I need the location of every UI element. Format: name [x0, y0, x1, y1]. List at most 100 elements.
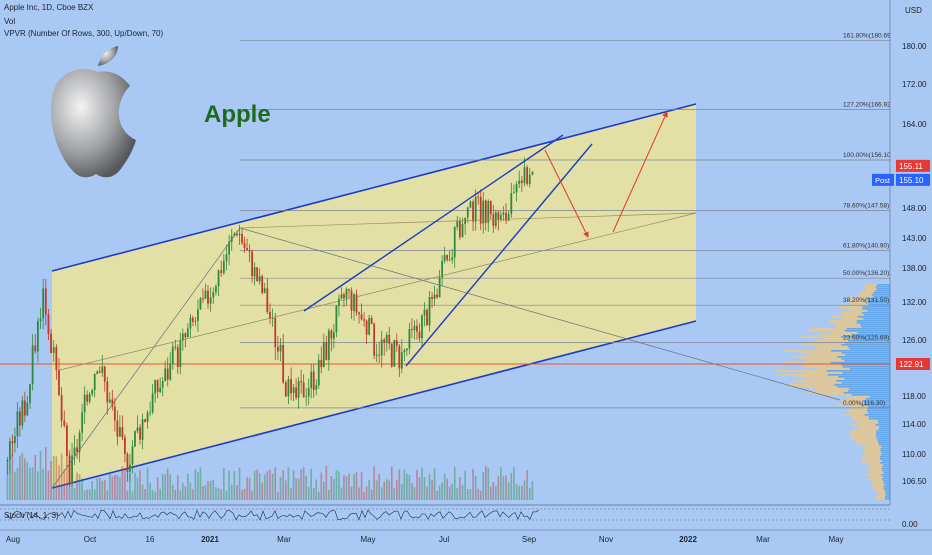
- trend-line: [239, 227, 841, 401]
- candle-body: [363, 319, 365, 321]
- volume-bar: [55, 456, 58, 500]
- volume-bar: [63, 469, 66, 500]
- volume-profile-bar: [864, 414, 890, 416]
- volume-profile-bar: [857, 316, 890, 318]
- volume-profile-bar: [815, 388, 850, 390]
- volume-profile-bar: [802, 352, 842, 354]
- fib-level-label: 78.60%(147.58): [843, 203, 889, 210]
- candle-body: [55, 347, 58, 371]
- candle-body: [358, 312, 360, 315]
- volume-bar: [448, 486, 451, 500]
- candle-body: [388, 334, 391, 344]
- volume-profile-bar: [873, 292, 890, 294]
- volume-profile-bar: [802, 364, 842, 366]
- volume-bar: [343, 475, 345, 500]
- candle-body: [418, 331, 421, 339]
- candle-body: [225, 254, 228, 262]
- candle-body: [108, 399, 111, 403]
- volume-profile-bar: [813, 346, 849, 348]
- volume-profile-bar: [871, 486, 884, 488]
- candle-body: [88, 394, 91, 402]
- volume-profile-bar: [852, 438, 877, 440]
- post-tag-badge: [872, 173, 894, 186]
- volume-profile-bar: [849, 300, 868, 302]
- volume-profile-bar: [856, 320, 890, 322]
- candle-body: [413, 325, 416, 331]
- volume-profile-bar: [875, 490, 885, 492]
- volume-profile-bar: [862, 306, 890, 308]
- last-price-badge: [896, 159, 930, 172]
- volume-profile-bar: [842, 402, 865, 404]
- volume-profile-bar: [807, 360, 845, 362]
- volume-profile-bar: [837, 326, 862, 328]
- volume-bar: [497, 476, 500, 500]
- volume-bar: [406, 473, 408, 500]
- volume-profile-bar: [829, 320, 857, 322]
- volume-bar: [323, 481, 325, 500]
- y-tick-label: 148.00: [902, 204, 927, 213]
- volume-bar: [207, 481, 209, 500]
- volume-profile-bar: [878, 428, 890, 430]
- volume-bar: [307, 486, 310, 500]
- volume-profile-bar: [851, 394, 890, 396]
- candle-body: [261, 276, 264, 293]
- candle-body: [68, 456, 71, 485]
- candle-body: [238, 233, 241, 236]
- volume-bar: [253, 470, 256, 500]
- channel-upper-line: [51, 103, 697, 272]
- volume-bar: [116, 475, 119, 500]
- volume-profile-bar: [846, 328, 890, 330]
- volume-profile-bar: [870, 464, 884, 466]
- candle-body: [507, 213, 510, 221]
- volume-profile-bar: [883, 488, 890, 490]
- volume-bar: [154, 491, 156, 500]
- candle-body: [390, 343, 393, 367]
- volume-profile-bar: [851, 418, 870, 420]
- volume-bar: [426, 486, 428, 500]
- volume-profile-bar: [847, 390, 890, 392]
- candle-body: [151, 393, 154, 413]
- volume-bar: [495, 485, 497, 500]
- candle-body: [310, 371, 313, 389]
- volume-bar: [141, 484, 144, 500]
- volume-profile-bar: [866, 284, 878, 286]
- volume-profile-bar: [856, 422, 879, 424]
- volume-bar: [114, 474, 116, 500]
- volume-bar: [518, 485, 521, 500]
- volume-profile-bar: [849, 388, 890, 390]
- volume-profile-bar: [844, 360, 890, 362]
- volume-bar: [320, 472, 323, 500]
- y-tick-label: 164.00: [902, 120, 927, 129]
- candle-body: [428, 296, 431, 326]
- candle-body: [31, 345, 34, 385]
- candle-body: [126, 454, 129, 472]
- volume-bar: [317, 491, 320, 500]
- volume-bar: [26, 462, 29, 500]
- volume-profile-bar: [838, 376, 890, 378]
- volume-profile-bar: [875, 424, 890, 426]
- candle-body: [343, 294, 345, 299]
- volume-bar: [477, 488, 480, 500]
- volume-bar: [353, 473, 355, 500]
- volume-bar: [45, 447, 47, 500]
- volume-bar: [209, 480, 212, 500]
- volume-profile-bar: [830, 332, 858, 334]
- volume-profile: [774, 284, 890, 500]
- volume-bar: [86, 489, 88, 500]
- volume-bar: [204, 485, 207, 500]
- volume-profile-bar: [882, 476, 890, 478]
- candle-body: [380, 339, 383, 356]
- volume-bar: [350, 486, 353, 500]
- candle-body: [353, 294, 355, 311]
- fibonacci-retracement: 161.80%(180.69) 127.20%(166.92) 100.00%(15…: [0, 33, 893, 409]
- volume-bar: [119, 477, 121, 500]
- volume-bar: [396, 480, 398, 500]
- volume-bar: [408, 475, 411, 500]
- wedge-upper-line: [303, 134, 564, 312]
- x-tick-label: Sep: [522, 535, 537, 544]
- volume-profile-bar: [885, 494, 890, 496]
- volume-bar: [146, 467, 149, 500]
- volume-profile-bar: [863, 314, 890, 316]
